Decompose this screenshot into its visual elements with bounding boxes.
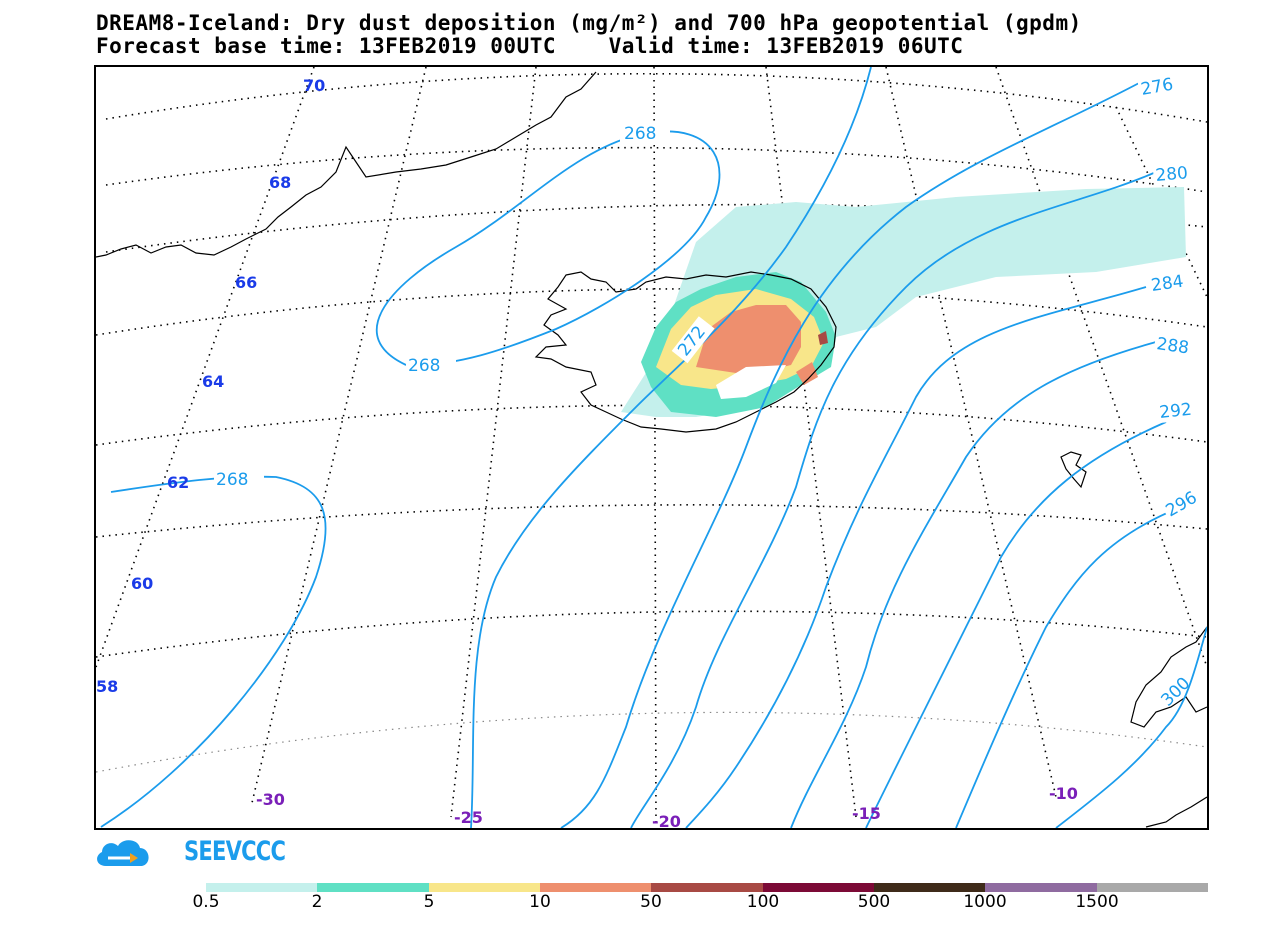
lat-label-70: 70 xyxy=(303,76,325,95)
faroe-islands xyxy=(1060,451,1087,489)
lat-label-60: 60 xyxy=(131,574,153,593)
legend-swatch-4 xyxy=(539,883,652,892)
contour-268-north xyxy=(375,130,721,367)
legend-label-100: 100 xyxy=(746,892,780,912)
dust-area-50 xyxy=(818,331,828,345)
longitude-labels: -30 -25 -20 -15 -10 xyxy=(256,784,1078,828)
map-canvas: 268 268 268 272 276 280 284 xyxy=(96,67,1207,828)
contour-268-west xyxy=(100,475,327,828)
contour-284 xyxy=(685,286,1147,828)
contour-label-268-west: 268 xyxy=(216,470,248,490)
legend-swatch-2 xyxy=(317,883,429,892)
seevccc-logo xyxy=(97,840,149,866)
contour-label-284: 284 xyxy=(1150,272,1185,296)
dust-area-10-b xyxy=(796,362,818,385)
logo-text: SEEVCCC xyxy=(184,836,286,867)
legend-swatch-6 xyxy=(762,883,874,892)
lat-label-62: 62 xyxy=(167,473,189,492)
contour-label-292: 292 xyxy=(1158,400,1192,423)
lon-label-minus10: -10 xyxy=(1049,784,1078,803)
contour-label-280: 280 xyxy=(1155,163,1189,186)
contour-296 xyxy=(955,506,1182,828)
iceland-coast xyxy=(534,271,837,433)
lon-label-minus20: -20 xyxy=(652,812,681,828)
legend-label-1000: 1000 xyxy=(963,892,1007,912)
legend-swatch-3 xyxy=(428,883,540,892)
lat-label-58: 58 xyxy=(96,677,118,696)
arrow-icon xyxy=(130,853,138,863)
contour-label-300: 300 xyxy=(1157,673,1194,710)
latitude-labels: 70 68 66 64 62 60 58 xyxy=(96,76,325,696)
legend-label-1500: 1500 xyxy=(1075,892,1119,912)
legend-swatch-1 xyxy=(206,883,318,892)
greenland-coast xyxy=(96,71,597,258)
lon-label-minus15: -15 xyxy=(852,804,881,823)
contour-276 xyxy=(560,81,1142,828)
contour-280 xyxy=(630,171,1157,828)
contour-label-276: 276 xyxy=(1139,75,1174,100)
dust-deposition-field xyxy=(621,187,1186,417)
legend-swatch-8 xyxy=(985,883,1097,892)
legend-label-50: 50 xyxy=(640,892,662,912)
contour-label-268-mid: 268 xyxy=(408,356,440,376)
legend-label-5: 5 xyxy=(423,892,435,912)
legend-swatch-9 xyxy=(1096,883,1208,892)
legend-swatch-5 xyxy=(651,883,763,892)
contour-288 xyxy=(790,341,1157,828)
contour-272 xyxy=(470,67,872,828)
scotland-coast-south xyxy=(1145,796,1207,828)
contour-label-288: 288 xyxy=(1155,334,1190,358)
chart-subtitle: Forecast base time: 13FEB2019 00UTC Vali… xyxy=(96,34,964,58)
legend-label-2: 2 xyxy=(311,892,323,912)
map-panel: 268 268 268 272 276 280 284 xyxy=(94,65,1209,830)
legend-label-0.5: 0.5 xyxy=(192,892,220,912)
lon-label-minus25: -25 xyxy=(454,808,483,827)
lat-label-66: 66 xyxy=(235,273,257,292)
lat-label-64: 64 xyxy=(202,372,224,391)
lon-label-minus30: -30 xyxy=(256,790,285,809)
legend-colorbar xyxy=(206,883,1208,892)
contour-300 xyxy=(1055,626,1207,828)
legend-label-500: 500 xyxy=(857,892,891,912)
legend-label-10: 10 xyxy=(529,892,551,912)
lat-label-68: 68 xyxy=(269,173,291,192)
geopotential-contours xyxy=(100,67,1207,828)
cloud-icon xyxy=(97,840,149,866)
contour-label-268-top: 268 xyxy=(624,124,656,144)
dust-gap xyxy=(716,365,786,399)
contour-292 xyxy=(865,421,1167,828)
scotland-coast xyxy=(1130,626,1207,728)
latitude-gridlines-faint xyxy=(96,711,1207,773)
legend-swatch-7 xyxy=(873,883,986,892)
chart-title: DREAM8-Iceland: Dry dust deposition (mg/… xyxy=(96,11,1082,35)
